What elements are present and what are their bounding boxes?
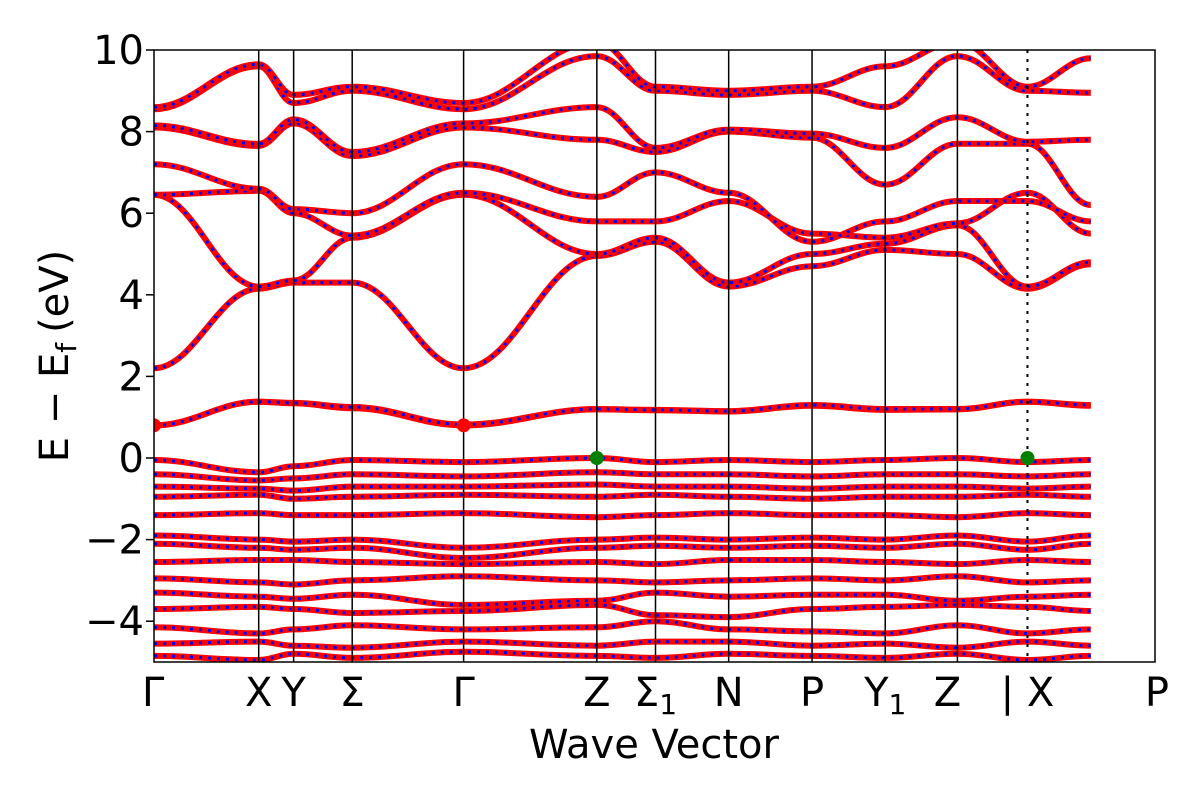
y-axis-label-unit: (eV) [32, 250, 78, 333]
y-tick-label: 4 [119, 273, 144, 319]
y-tick-label: 6 [119, 191, 144, 237]
conduction-band-2-blue [154, 240, 1091, 370]
y-tick-label: 0 [119, 436, 144, 482]
conduction-band-6-red [154, 120, 1092, 208]
y-tick-label: 8 [119, 110, 144, 156]
x-tick-label: | X [1001, 670, 1055, 716]
y-axis-label: E − Ef (eV) [32, 250, 83, 463]
conduction-band-7-blue [154, 105, 1091, 154]
x-tick-label: Γ [452, 670, 475, 716]
valence-band-19-blue [154, 591, 1091, 607]
conduction-band-2-red [154, 238, 1092, 372]
x-tick-label: P [1145, 670, 1169, 716]
y-axis-ticks: −4 −2 0 2 4 6 8 10 [85, 28, 154, 645]
plot-frame [153, 49, 1156, 663]
x-tick-label: X [245, 670, 272, 716]
conduction-band-8-blue [154, 54, 1091, 111]
conduction-band-5-red [154, 161, 1091, 245]
x-tick-label: P [800, 670, 824, 716]
x-tick-label: Γ [142, 670, 165, 716]
x-tick-label: Σ [340, 670, 365, 716]
conduction-band-9-red [154, 50, 1092, 111]
x-tick-label: Z [583, 670, 610, 716]
high-symmetry-lines [257, 50, 1029, 662]
band-edge-markers [154, 418, 1035, 465]
y-tick-label: 10 [93, 28, 144, 74]
cbm-marker-0 [154, 418, 161, 433]
valence-band-21-red [154, 618, 1091, 637]
vbm-marker-2 [589, 451, 604, 465]
x-tick-label: Σ1 [634, 670, 677, 721]
band-lines [154, 50, 1092, 662]
x-tick-label: Y [280, 670, 306, 716]
conduction-band-6-blue [154, 121, 1092, 207]
svg-text:E − Ef(eV): E − Ef (eV) [32, 250, 83, 463]
valence-band-20-red [154, 601, 1091, 621]
x-tick-label: N [714, 670, 744, 716]
cbm-marker-1 [456, 418, 471, 433]
x-tick-label: Y1 [863, 670, 906, 721]
x-axis-label: Wave Vector [529, 722, 780, 768]
y-tick-label: 2 [119, 354, 144, 400]
conduction-band-4-red [154, 187, 1092, 241]
valence-band-10-blue [154, 456, 1091, 474]
x-axis-kpoint-labels: Γ X Y Σ Γ Z Σ1 N P Y1 Z | X P [142, 670, 1169, 721]
y-tick-label: −2 [85, 518, 144, 564]
y-tick-label: −4 [85, 599, 144, 645]
y-axis-label-sub: f [50, 342, 83, 353]
conduction-band-1-red [154, 398, 1091, 429]
vbm-marker-3 [1020, 451, 1035, 465]
y-axis-label-main: E − E [32, 353, 78, 463]
x-tick-label: Z [934, 670, 961, 716]
